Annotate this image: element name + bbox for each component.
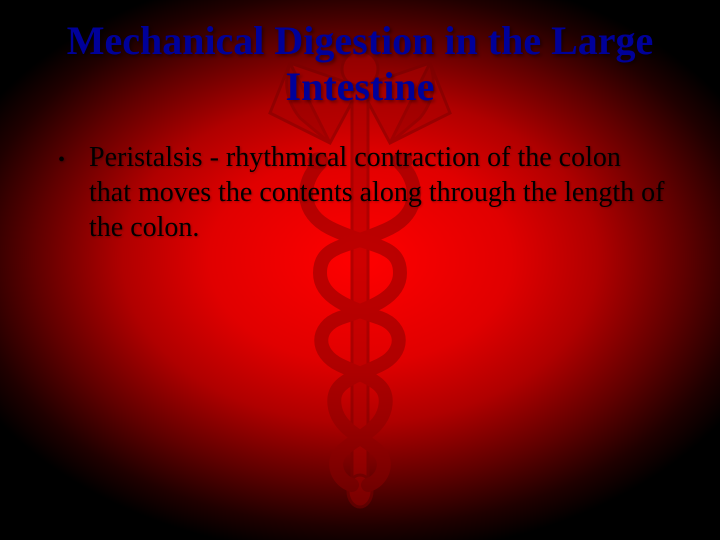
slide-title: Mechanical Digestion in the Large Intest… [40,18,680,110]
bullet-marker: • [58,148,65,172]
bullet-text: Peristalsis - rhythmical contraction of … [89,140,669,245]
slide-content: Mechanical Digestion in the Large Intest… [0,0,720,245]
bullet-item: • Peristalsis - rhythmical contraction o… [40,140,680,245]
